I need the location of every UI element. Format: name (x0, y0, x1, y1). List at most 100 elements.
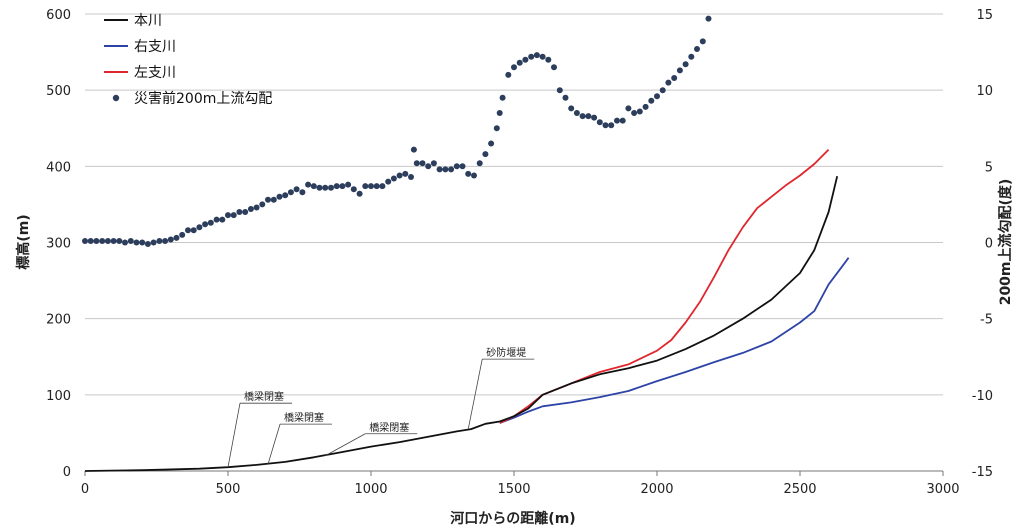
gradient-point-56 (402, 170, 409, 177)
right-y-axis-title: 200m上流勾配(度) (997, 179, 1014, 306)
gradient-point-99 (636, 108, 643, 115)
gradient-point-67 (459, 163, 466, 170)
gradient-point-104 (665, 79, 672, 86)
gradient-point-93 (602, 122, 609, 129)
gradient-point-61 (425, 163, 432, 170)
gradient-point-62 (430, 160, 437, 167)
gradient-point-23 (213, 216, 220, 223)
gradient-point-39 (305, 181, 312, 188)
gradient-point-60 (419, 160, 426, 167)
gradient-point-55 (396, 172, 403, 179)
gradient-point-63 (436, 166, 443, 173)
gradient-point-7 (122, 239, 128, 246)
gradient-point-75 (499, 94, 506, 101)
y-right-tick-label-4: 5 (985, 160, 993, 175)
gradient-point-73 (493, 125, 500, 132)
gradient-point-77 (511, 64, 517, 71)
gradient-point-48 (356, 190, 363, 197)
x-tick-label-4: 2000 (640, 482, 673, 497)
gradient-point-59 (413, 160, 420, 167)
gradient-point-4 (104, 238, 111, 244)
gradient-point-26 (230, 212, 237, 219)
gradient-point-5 (110, 238, 117, 244)
gradient-point-34 (276, 193, 283, 200)
gradient-point-9 (133, 239, 140, 246)
x-axis-ticks: 0 500 1000 1500 2000 2500 3000 (81, 471, 960, 497)
gradient-point-45 (339, 183, 346, 190)
gradient-point-38 (299, 189, 306, 196)
y-right-tick-label-1: -10 (972, 389, 993, 404)
gradient-point-54 (390, 175, 397, 182)
legend-label-left-branch: 左支川 (134, 65, 176, 81)
gradient-point-82 (539, 53, 546, 60)
gradient-point-18 (185, 227, 191, 234)
gradient-point-32 (265, 196, 271, 203)
gradient-point-30 (253, 204, 260, 211)
gradient-point-100 (642, 103, 649, 110)
gradient-point-96 (619, 117, 626, 124)
gradient-point-78 (516, 59, 523, 66)
x-tick-label-5: 2500 (783, 482, 816, 497)
gradient-point-36 (287, 189, 294, 196)
gradient-point-64 (442, 166, 449, 173)
y-right-tick-label-3: 0 (985, 237, 993, 252)
gradient-point-69 (471, 172, 477, 179)
annotation-label-3: 砂防堰堤 (486, 346, 526, 359)
gradient-point-84 (551, 64, 557, 71)
gradient-point-37 (293, 186, 300, 193)
gradient-point-29 (247, 206, 254, 212)
gradient-point-94 (608, 122, 615, 129)
gradient-point-44 (333, 183, 340, 190)
y-left-tick-label-5: 500 (46, 84, 71, 99)
gradient-point-22 (207, 219, 214, 226)
gradient-point-16 (173, 234, 180, 241)
annotation-label-0: 橋梁閉塞 (244, 390, 284, 403)
gradient-point-43 (328, 184, 334, 191)
gradient-point-70 (476, 160, 483, 167)
gradient-point-46 (345, 181, 352, 188)
gradient-point-19 (190, 227, 197, 234)
gradient-point-80 (528, 53, 535, 60)
annotation-label-2: 橋梁閉塞 (369, 421, 409, 434)
gradient-point-21 (202, 221, 209, 228)
x-tick-label-3: 1500 (497, 482, 530, 497)
gradient-point-86 (562, 94, 569, 101)
series-line-right-branch (499, 257, 850, 424)
chart-legend: 本川 右支川 左支川 災害前200m上流勾配 (104, 13, 272, 107)
y-right-tick-label-2: -5 (980, 313, 993, 328)
gradient-point-89 (579, 113, 586, 120)
y-right-tick-label-0: -15 (972, 465, 993, 480)
gradient-point-3 (99, 238, 106, 244)
gradient-point-24 (219, 216, 226, 223)
annotation-label-1: 橋梁閉塞 (284, 411, 324, 424)
gradient-point-27 (236, 209, 243, 215)
gradient-point-11 (144, 241, 151, 247)
annotation-leader-2 (325, 433, 366, 457)
gradient-point-87 (568, 105, 575, 112)
annotation-leader-0 (227, 403, 241, 468)
gradient-point-14 (162, 238, 169, 244)
gradient-point-83 (545, 56, 552, 63)
gradient-point-47 (350, 186, 357, 193)
y-right-tick-label-5: 10 (976, 84, 993, 99)
gradient-point-6 (116, 238, 123, 244)
gradient-point-107 (682, 61, 689, 68)
gradient-point-42 (322, 184, 329, 191)
legend-label-right-branch: 右支川 (134, 39, 176, 55)
gradient-point-10 (139, 239, 146, 246)
y-left-tick-label-6: 600 (46, 8, 71, 23)
gradient-point-51 (373, 183, 380, 190)
gradient-point-98 (631, 110, 638, 116)
annotation-leader-1 (267, 424, 281, 465)
gradient-point-95 (614, 117, 620, 124)
gradient-point-41 (316, 184, 323, 191)
gradient-point-33 (270, 196, 277, 203)
gradient-point-85 (556, 87, 563, 94)
gradient-point-97 (625, 105, 632, 112)
gradient-point-0 (82, 238, 88, 244)
gradient-point-15 (167, 236, 174, 243)
gradient-point-76 (505, 71, 512, 78)
x-tick-label-0: 0 (81, 482, 89, 497)
right-y-axis-ticks: -15 -10 -5 0 5 10 15 (972, 8, 993, 480)
